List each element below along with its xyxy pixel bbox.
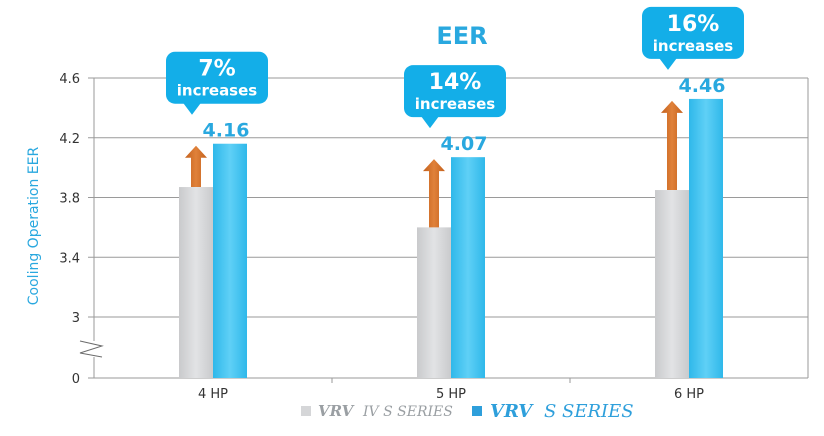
callout-percent: 16% xyxy=(667,12,720,37)
callout-bubble: 7%increases xyxy=(166,51,268,115)
legend-suffix-old: IV S SERIES xyxy=(362,404,453,420)
x-tick-label: 5 HP xyxy=(436,387,466,402)
data-label: 4.16 xyxy=(203,120,250,142)
y-tick-label: 3.4 xyxy=(59,251,80,266)
legend-swatch-old xyxy=(301,406,311,416)
increase-arrow-icon xyxy=(185,145,207,188)
legend-brand-old: VRV xyxy=(318,402,355,420)
callout-text: increases xyxy=(177,82,258,100)
callout-box xyxy=(642,6,744,59)
callout-box xyxy=(404,65,506,118)
increase-arrow-icon xyxy=(423,159,445,228)
data-label: 4.46 xyxy=(679,75,726,97)
y-tick-label: 4.6 xyxy=(59,72,80,87)
bars xyxy=(179,98,723,378)
bar-old-series xyxy=(179,187,213,378)
y-tick-label: 0 xyxy=(72,372,80,387)
legend-brand-new: VRV xyxy=(490,401,534,422)
callout-percent: 7% xyxy=(198,57,235,82)
legend-item-new: VRV S SERIES xyxy=(490,401,634,422)
callout-percent: 14% xyxy=(429,70,482,95)
y-tick-label: 4.2 xyxy=(59,132,80,147)
axis-break-icon xyxy=(79,340,104,358)
bar-new-series xyxy=(451,157,485,378)
y-tick-label: 3 xyxy=(72,311,80,326)
bar-new-series xyxy=(689,98,723,378)
x-tick-label: 6 HP xyxy=(674,387,704,402)
axes: 0 3 3.4 3.8 4.2 4.6 4 HP 5 HP 6 HP xyxy=(59,72,809,402)
bar-old-series xyxy=(417,227,451,378)
y-tick-label: 3.8 xyxy=(59,192,80,207)
legend-swatch-new xyxy=(472,406,482,416)
chart-title: EER xyxy=(436,22,487,50)
legend: VRV IV S SERIES VRV S SERIES xyxy=(301,401,634,422)
callout-pointer xyxy=(659,57,677,70)
bar-new-series xyxy=(213,143,247,378)
legend-suffix-new: S SERIES xyxy=(544,401,634,422)
legend-item-old: VRV IV S SERIES xyxy=(318,402,453,420)
callout-text: increases xyxy=(653,37,734,55)
data-labels: 4.16 4.07 4.46 xyxy=(203,75,726,155)
y-axis-label: Cooling Operation EER xyxy=(26,147,42,306)
callout-bubble: 14%increases xyxy=(404,65,506,129)
data-label: 4.07 xyxy=(441,133,488,155)
x-tick-label: 4 HP xyxy=(198,387,228,402)
callout-pointer xyxy=(183,102,201,115)
bar-old-series xyxy=(655,190,689,378)
callout-text: increases xyxy=(415,95,496,113)
increase-arrow-icon xyxy=(661,100,683,191)
callout-box xyxy=(166,51,268,104)
callout-bubble: 16%increases xyxy=(642,6,744,70)
callout-pointer xyxy=(421,116,439,129)
